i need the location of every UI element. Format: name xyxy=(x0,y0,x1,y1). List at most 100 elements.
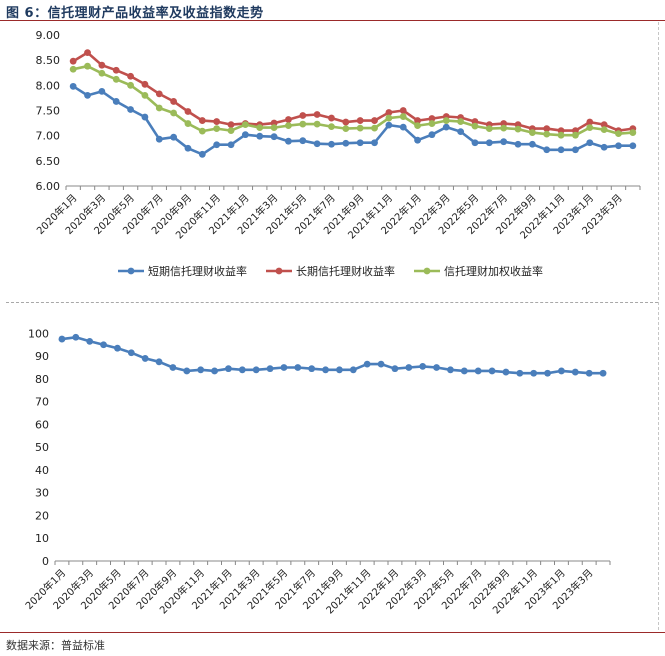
series-2-point xyxy=(198,117,206,124)
series-1-point xyxy=(322,366,329,374)
series-1-point xyxy=(385,121,393,129)
series-1-point xyxy=(514,140,522,148)
series-2-point xyxy=(600,121,608,128)
series-2-point xyxy=(586,118,594,126)
series-1-point xyxy=(266,365,274,373)
series-1-point xyxy=(405,364,413,371)
series-1-point xyxy=(414,136,421,144)
series-1-point xyxy=(377,360,385,368)
series-1-point xyxy=(363,360,371,368)
series-1-point xyxy=(544,369,551,377)
series-1-point xyxy=(471,139,479,147)
series-3-point xyxy=(184,120,192,127)
series-1-point xyxy=(500,138,508,146)
legend-marker-2 xyxy=(275,267,283,275)
y-tick-label: 20 xyxy=(35,509,49,522)
title-rule xyxy=(0,20,665,21)
series-1-point xyxy=(457,128,465,136)
series-3-point xyxy=(600,126,608,134)
y-tick-label: 7.00 xyxy=(36,130,61,143)
y-tick-label: 8.50 xyxy=(36,54,61,67)
series-1-point xyxy=(585,369,593,377)
bottom-line-chart: 01020304050607080901002020年1月2020年3月2020… xyxy=(22,327,611,617)
series-3-point xyxy=(227,127,235,135)
series-3-point xyxy=(615,130,622,138)
y-tick-label: 0 xyxy=(42,555,49,568)
series-1-point xyxy=(69,82,77,90)
series-3-point xyxy=(112,75,120,83)
series-line-3 xyxy=(72,64,633,137)
y-tick-label: 6.00 xyxy=(36,180,61,193)
series-1-point xyxy=(198,150,206,158)
series-3-point xyxy=(371,124,378,132)
y-tick-label: 30 xyxy=(35,487,49,500)
y-tick-label: 60 xyxy=(35,418,49,431)
series-1-point xyxy=(488,367,496,375)
series-2-point xyxy=(141,80,149,88)
series-1-point xyxy=(112,98,120,105)
legend-marker-1 xyxy=(127,267,135,275)
series-1-point xyxy=(600,143,608,151)
series-2-point xyxy=(184,108,192,115)
series-1-point xyxy=(572,146,579,154)
series-1-point xyxy=(294,364,302,371)
y-tick-label: 7.50 xyxy=(36,105,61,118)
series-3-point xyxy=(299,120,307,128)
series-1-point xyxy=(184,144,192,152)
series-1-point xyxy=(328,140,335,148)
series-1-point xyxy=(342,139,350,147)
series-1-point xyxy=(399,123,407,131)
series-3-point xyxy=(543,130,551,138)
series-3-point xyxy=(629,129,637,137)
series-1-point xyxy=(211,367,218,375)
series-3-point xyxy=(428,120,436,127)
y-tick-label: 80 xyxy=(35,373,49,386)
series-2-point xyxy=(313,111,321,118)
series-3-point xyxy=(98,69,106,77)
series-1-point xyxy=(127,106,134,113)
series-1-point xyxy=(313,140,321,148)
series-3-point xyxy=(500,124,508,132)
y-tick-label: 90 xyxy=(35,350,49,363)
series-3-point xyxy=(328,123,335,131)
series-2-point xyxy=(414,117,421,124)
series-1-point xyxy=(169,364,177,371)
y-tick-label: 6.50 xyxy=(36,155,61,168)
series-1-point xyxy=(252,366,260,374)
series-1-point xyxy=(557,146,565,154)
series-1-point xyxy=(629,142,637,150)
series-2-point xyxy=(155,90,163,98)
y-tick-label: 9.00 xyxy=(36,29,61,42)
series-1-point xyxy=(241,131,249,139)
series-1-point xyxy=(100,341,107,349)
series-3-point xyxy=(572,131,579,139)
series-3-point xyxy=(586,124,594,132)
series-3-point xyxy=(528,129,536,137)
series-1-point xyxy=(428,131,436,139)
series-3-point xyxy=(213,125,221,133)
series-1-point xyxy=(356,139,364,147)
y-tick-label: 10 xyxy=(35,532,49,545)
series-3-point xyxy=(256,124,264,132)
series-1-point xyxy=(270,133,278,141)
series-3-point xyxy=(241,121,249,128)
series-2-point xyxy=(227,121,235,128)
series-3-point xyxy=(342,125,350,133)
panel-separator xyxy=(6,302,658,303)
series-3-point xyxy=(485,125,493,133)
series-1-point xyxy=(558,367,565,375)
series-3-point xyxy=(285,122,292,129)
series-2-point xyxy=(127,72,134,80)
series-1-point xyxy=(615,142,622,150)
series-1-point xyxy=(308,365,316,373)
series-1-point xyxy=(299,137,307,145)
series-3-point xyxy=(141,92,149,99)
series-1-point xyxy=(155,135,163,143)
y-tick-label: 40 xyxy=(35,464,49,477)
series-2-point xyxy=(356,117,364,124)
series-1-point xyxy=(391,365,399,373)
series-1-point xyxy=(256,132,264,140)
series-3-point xyxy=(514,125,522,133)
series-1-point xyxy=(349,366,357,374)
series-1-point xyxy=(371,139,378,147)
